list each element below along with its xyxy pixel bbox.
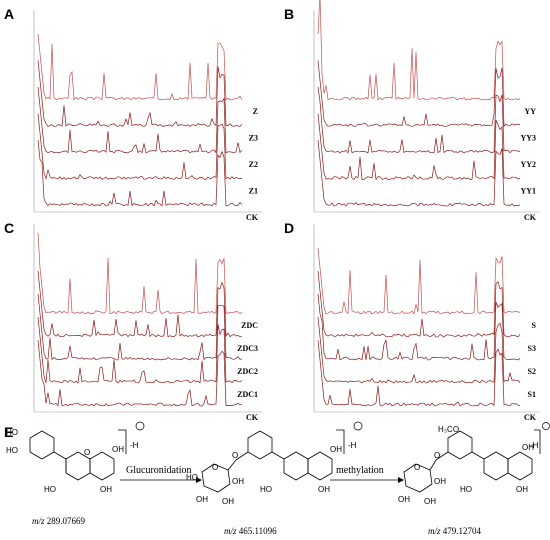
panel-b-plot: YY YY3 YY2 YY1 CK: [313, 0, 540, 222]
oh-label: OH: [112, 445, 124, 454]
trace-label-s2: S2: [528, 367, 536, 376]
trace-s1: [317, 316, 521, 384]
o-label: O: [232, 451, 238, 460]
ho-label: HO: [460, 485, 472, 494]
oh-label: OH: [318, 485, 330, 494]
trace-label-ck: CK: [246, 213, 259, 222]
oh-label: OH: [516, 485, 528, 494]
trace-label-yy2: YY2: [520, 160, 536, 169]
h3co-label: H₃CO: [438, 425, 459, 434]
o-label: O: [212, 463, 218, 472]
ho-label: HO: [186, 473, 198, 482]
trace-zdc: [37, 232, 243, 315]
trace-ck: [317, 339, 521, 407]
molecule-glucuronide: [201, 430, 333, 493]
minus-h-label: -H: [130, 441, 139, 450]
panel-a-plot: Z Z3 Z2 Z1 CK: [33, 10, 262, 222]
oh-label: OH: [232, 477, 244, 486]
axis-line: [313, 224, 540, 413]
trace-s3: [317, 270, 521, 338]
trace-label-z1: Z1: [249, 187, 258, 196]
trace-label-z3: Z3: [249, 134, 258, 143]
oh-label: OH: [424, 497, 436, 506]
oh-label: OH: [196, 495, 208, 504]
ho-label: HO: [260, 485, 272, 494]
trace-yy: [317, 0, 521, 101]
mz-label-1: m/z 289.07669: [32, 516, 86, 526]
step2-label: methylation: [336, 465, 384, 476]
trace-z3: [37, 60, 243, 127]
trace-label-yy3: YY3: [520, 134, 536, 143]
mz-label-3: m/z 479.12704: [428, 526, 482, 536]
oh-label: OH: [222, 497, 234, 506]
panel-letter-e: E: [4, 424, 14, 440]
trace-s: [317, 247, 520, 315]
trace-z1: [37, 113, 243, 181]
trace-label-yy1: YY1: [520, 187, 536, 196]
trace-yy3: [317, 60, 521, 127]
trace-label-z2: Z2: [249, 160, 258, 169]
metabolism-scheme: HO HO HO OH OH O -H m/z 289.07669 Glucur…: [6, 421, 550, 536]
trace-label-s: S: [532, 321, 537, 330]
molecule-catechin: [29, 430, 115, 481]
trace-ck: [317, 139, 521, 207]
chromatogram-figure: ZZ3Z2Z1CKYYYY3YY2YY1CKZDCZDC3ZDC2ZDC1CKS…: [33, 0, 540, 420]
panel-letter-a: A: [4, 6, 15, 22]
trace-yy2: [317, 86, 521, 154]
axis-line: [313, 10, 540, 213]
trace-z2: [37, 86, 243, 154]
trace-zdc2: [37, 293, 243, 361]
trace-yy1: [317, 113, 521, 181]
o-label: O: [434, 451, 440, 460]
step1-label: Glucuronidation: [126, 465, 192, 476]
trace-label-ck: CK: [524, 213, 537, 222]
panel-letter-c: C: [4, 220, 15, 236]
oh-label: OH: [522, 443, 534, 452]
panel-c-plot: ZDC ZDC3 ZDC2 ZDC1 CK: [33, 224, 262, 420]
axis-line: [33, 224, 262, 413]
ho-label: HO: [6, 446, 18, 455]
trace-label-zdc3: ZDC3: [237, 344, 258, 353]
trace-ck: [37, 139, 243, 207]
trace-s2: [317, 293, 521, 361]
trace-label-zdc2: ZDC2: [237, 367, 258, 376]
oh-label: OH: [330, 445, 342, 454]
panel-d-plot: S S3 S2 S1 CK: [313, 224, 540, 420]
trace-label-yy: YY: [524, 107, 536, 116]
trace-label-s1: S1: [528, 390, 536, 399]
molecule-methylated-glucuronide: [403, 430, 533, 493]
trace-z: [37, 33, 243, 101]
oh-label: OH: [398, 495, 410, 504]
oh-label: OH: [434, 477, 446, 486]
panel-letter-b: B: [284, 6, 295, 22]
axis-line: [33, 10, 262, 213]
trace-label-ck: CK: [524, 413, 537, 420]
trace-label-z: Z: [253, 107, 258, 116]
oh-label: OH: [100, 485, 112, 494]
trace-label-ck: CK: [246, 413, 259, 420]
trace-ck: [37, 339, 243, 407]
ho-label: HO: [6, 428, 18, 437]
mz-label-2: m/z 465.11096: [224, 526, 277, 536]
minus-h-label: -H: [530, 441, 539, 450]
o-label: O: [414, 463, 420, 472]
trace-zdc3: [37, 270, 243, 338]
trace-label-zdc: ZDC: [241, 321, 258, 330]
panel-letter-d: D: [284, 220, 295, 236]
trace-label-s3: S3: [528, 344, 536, 353]
o-label: O: [84, 448, 90, 457]
trace-zdc1: [37, 316, 243, 384]
minus-h-label: -H: [348, 441, 357, 450]
ho-label: HO: [44, 485, 56, 494]
trace-label-zdc1: ZDC1: [237, 390, 258, 399]
